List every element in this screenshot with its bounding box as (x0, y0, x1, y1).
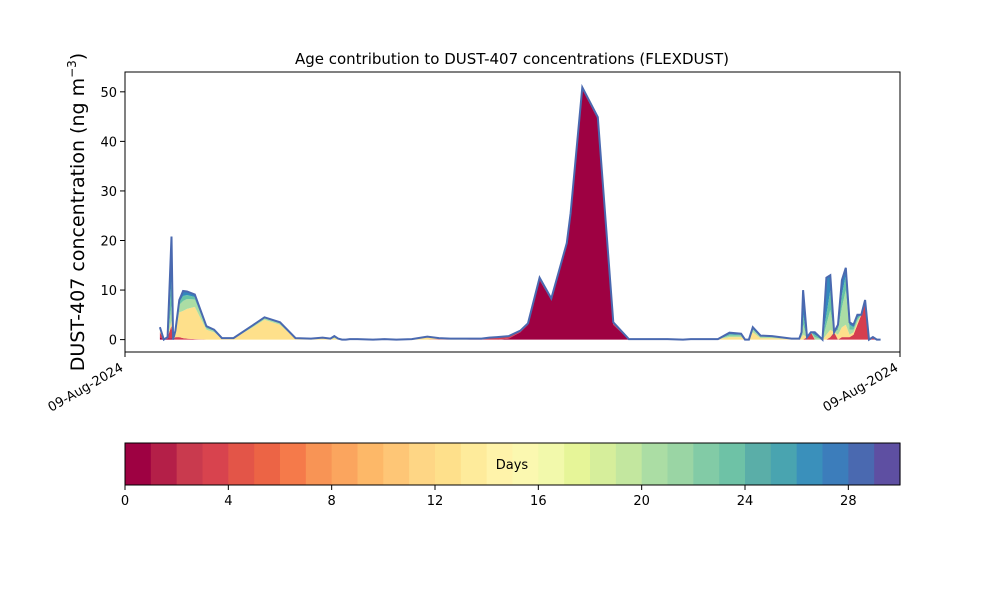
colorbar-segment (409, 443, 436, 485)
colorbar-segment (331, 443, 359, 485)
colorbar-segment (254, 443, 281, 485)
y-tick-label: 20 (100, 234, 117, 249)
colorbar-segment (125, 443, 152, 485)
y-tick-label: 0 (109, 334, 117, 349)
area-series-1 (159, 89, 881, 340)
colorbar-tick-label: 0 (121, 494, 129, 509)
chart-title: Age contribution to DUST-407 concentrati… (295, 50, 729, 68)
colorbar-segment (512, 443, 539, 485)
y-tick-label: 40 (100, 135, 117, 150)
colorbar-segment (460, 443, 488, 485)
colorbar-segment (564, 443, 591, 485)
colorbar-segment (150, 443, 178, 485)
colorbar-segment (590, 443, 617, 485)
colorbar-segment (176, 443, 204, 485)
x-tick-label-end: 09-Aug-2024 (821, 360, 901, 415)
colorbar-label: Days (496, 458, 529, 473)
y-tick-label: 30 (100, 185, 117, 200)
colorbar-segment (202, 443, 229, 485)
colorbar-segment (435, 443, 462, 485)
colorbar-tick-label: 8 (328, 494, 336, 509)
colorbar-frame (124, 442, 901, 486)
colorbar-segment (693, 443, 720, 485)
colorbar-segment (822, 443, 849, 485)
area-series-5 (159, 87, 881, 340)
colorbar-segment (280, 443, 307, 485)
area-series-4 (159, 87, 881, 340)
colorbar-segment (848, 443, 875, 485)
colorbar-segment (383, 443, 410, 485)
colorbar-segment (796, 443, 824, 485)
colorbar-segment (667, 443, 694, 485)
colorbar-segment (745, 443, 772, 485)
colorbar (125, 443, 901, 485)
area-series-3 (159, 87, 881, 340)
area-series-2 (159, 87, 881, 340)
colorbar-tick-label: 4 (224, 494, 232, 509)
plot-areas (159, 87, 881, 340)
y-tick-label: 50 (100, 86, 117, 101)
colorbar-tick-label: 12 (427, 494, 444, 509)
y-axis-label-main: DUST-407 concentration (ng m (67, 78, 89, 371)
colorbar-segment (486, 443, 514, 485)
y-axis-ticks: 0 10 20 30 40 50 (100, 86, 125, 349)
y-axis-label: DUST-407 concentration (ng m−3) (65, 53, 89, 371)
colorbar-segment (357, 443, 384, 485)
colorbar-tick-label: 24 (737, 494, 754, 509)
colorbar-segment (719, 443, 746, 485)
plot-frame (124, 71, 901, 353)
colorbar-tick-label: 16 (530, 494, 547, 509)
y-tick-label: 10 (100, 284, 117, 299)
y-axis-label-exponent: −3 (65, 60, 79, 78)
colorbar-segment (228, 443, 255, 485)
colorbar-tick-label: 20 (633, 494, 650, 509)
colorbar-segment (641, 443, 669, 485)
colorbar-segment (770, 443, 798, 485)
colorbar-tick-label: 28 (840, 494, 857, 509)
area-series-6 (159, 87, 881, 340)
total-concentration-line (158, 83, 881, 342)
colorbar-segment (538, 443, 565, 485)
y-axis-label-close: ) (67, 53, 89, 60)
colorbar-ticks: 0 4 8 12 16 20 24 28 (121, 485, 857, 509)
colorbar-segment (305, 443, 333, 485)
colorbar-segment (874, 443, 901, 485)
colorbar-segment (615, 443, 643, 485)
